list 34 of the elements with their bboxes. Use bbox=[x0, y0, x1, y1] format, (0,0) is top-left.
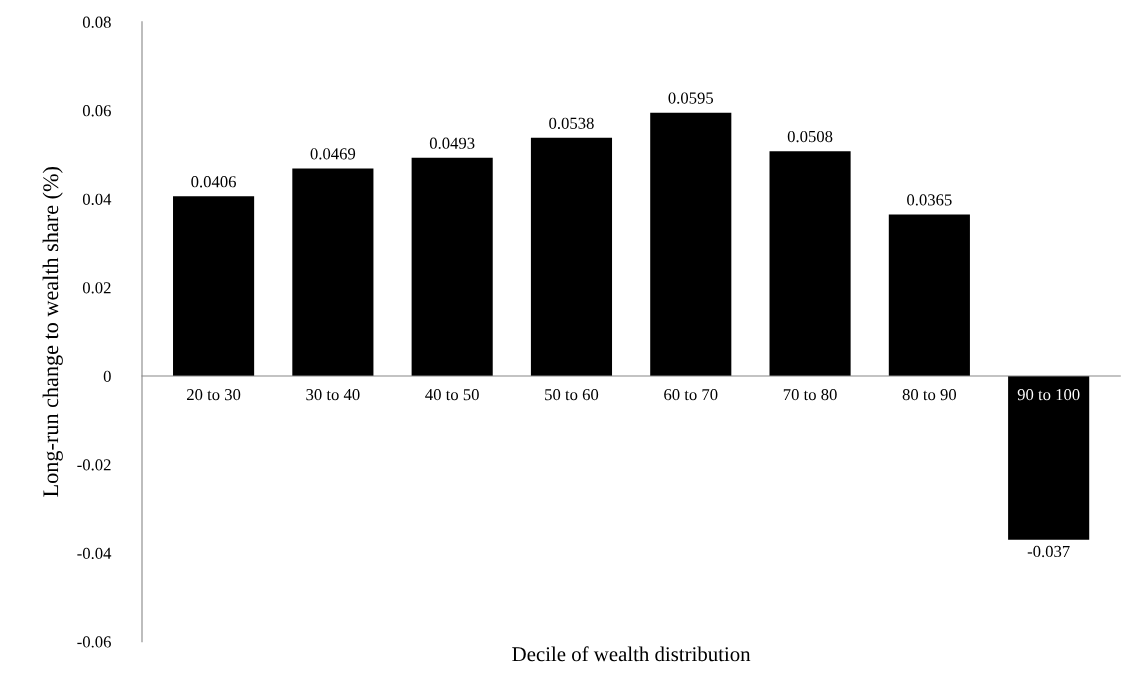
x-tick-label: 80 to 90 bbox=[902, 388, 957, 401]
x-tick-label: 30 to 40 bbox=[306, 388, 360, 401]
y-tick-label: 0.02 bbox=[82, 282, 111, 294]
data-label: 0.0365 bbox=[907, 194, 952, 206]
y-tick-label: -0.04 bbox=[77, 547, 112, 560]
x-tick-label: 40 to 50 bbox=[425, 388, 479, 401]
data-label: -0.037 bbox=[1027, 545, 1070, 558]
data-label: 0.0406 bbox=[191, 176, 236, 188]
y-axis-title: Long-run change to wealth share (%) bbox=[42, 167, 63, 497]
data-label: 0.0469 bbox=[310, 148, 356, 160]
bar bbox=[650, 112, 732, 376]
bar bbox=[769, 151, 851, 376]
x-tick-label: 60 to 70 bbox=[664, 388, 718, 401]
y-tick-label: 0.04 bbox=[82, 193, 112, 205]
x-tick-label: 50 to 60 bbox=[545, 388, 599, 401]
x-tick-label: 20 to 30 bbox=[187, 388, 241, 401]
bar bbox=[173, 196, 255, 376]
bar bbox=[888, 214, 970, 376]
y-tick-label: 0 bbox=[103, 370, 111, 382]
bar bbox=[411, 157, 493, 376]
x-tick-label: 90 to 100 bbox=[1017, 388, 1080, 401]
bar bbox=[530, 137, 613, 376]
data-label: 0.0493 bbox=[429, 137, 475, 149]
data-label: 0.0538 bbox=[549, 117, 594, 129]
x-axis-title: Decile of wealth distribution bbox=[512, 646, 751, 662]
data-label: 0.0508 bbox=[787, 130, 833, 143]
y-tick-label: -0.06 bbox=[77, 636, 111, 648]
y-tick-label: 0.06 bbox=[82, 105, 111, 117]
data-label: 0.0595 bbox=[668, 92, 714, 104]
y-tick-label: -0.02 bbox=[77, 459, 111, 471]
bar bbox=[292, 168, 374, 376]
y-tick-label: 0.08 bbox=[82, 16, 111, 28]
bar bbox=[1008, 376, 1090, 540]
x-tick-label: 70 to 80 bbox=[783, 388, 837, 401]
